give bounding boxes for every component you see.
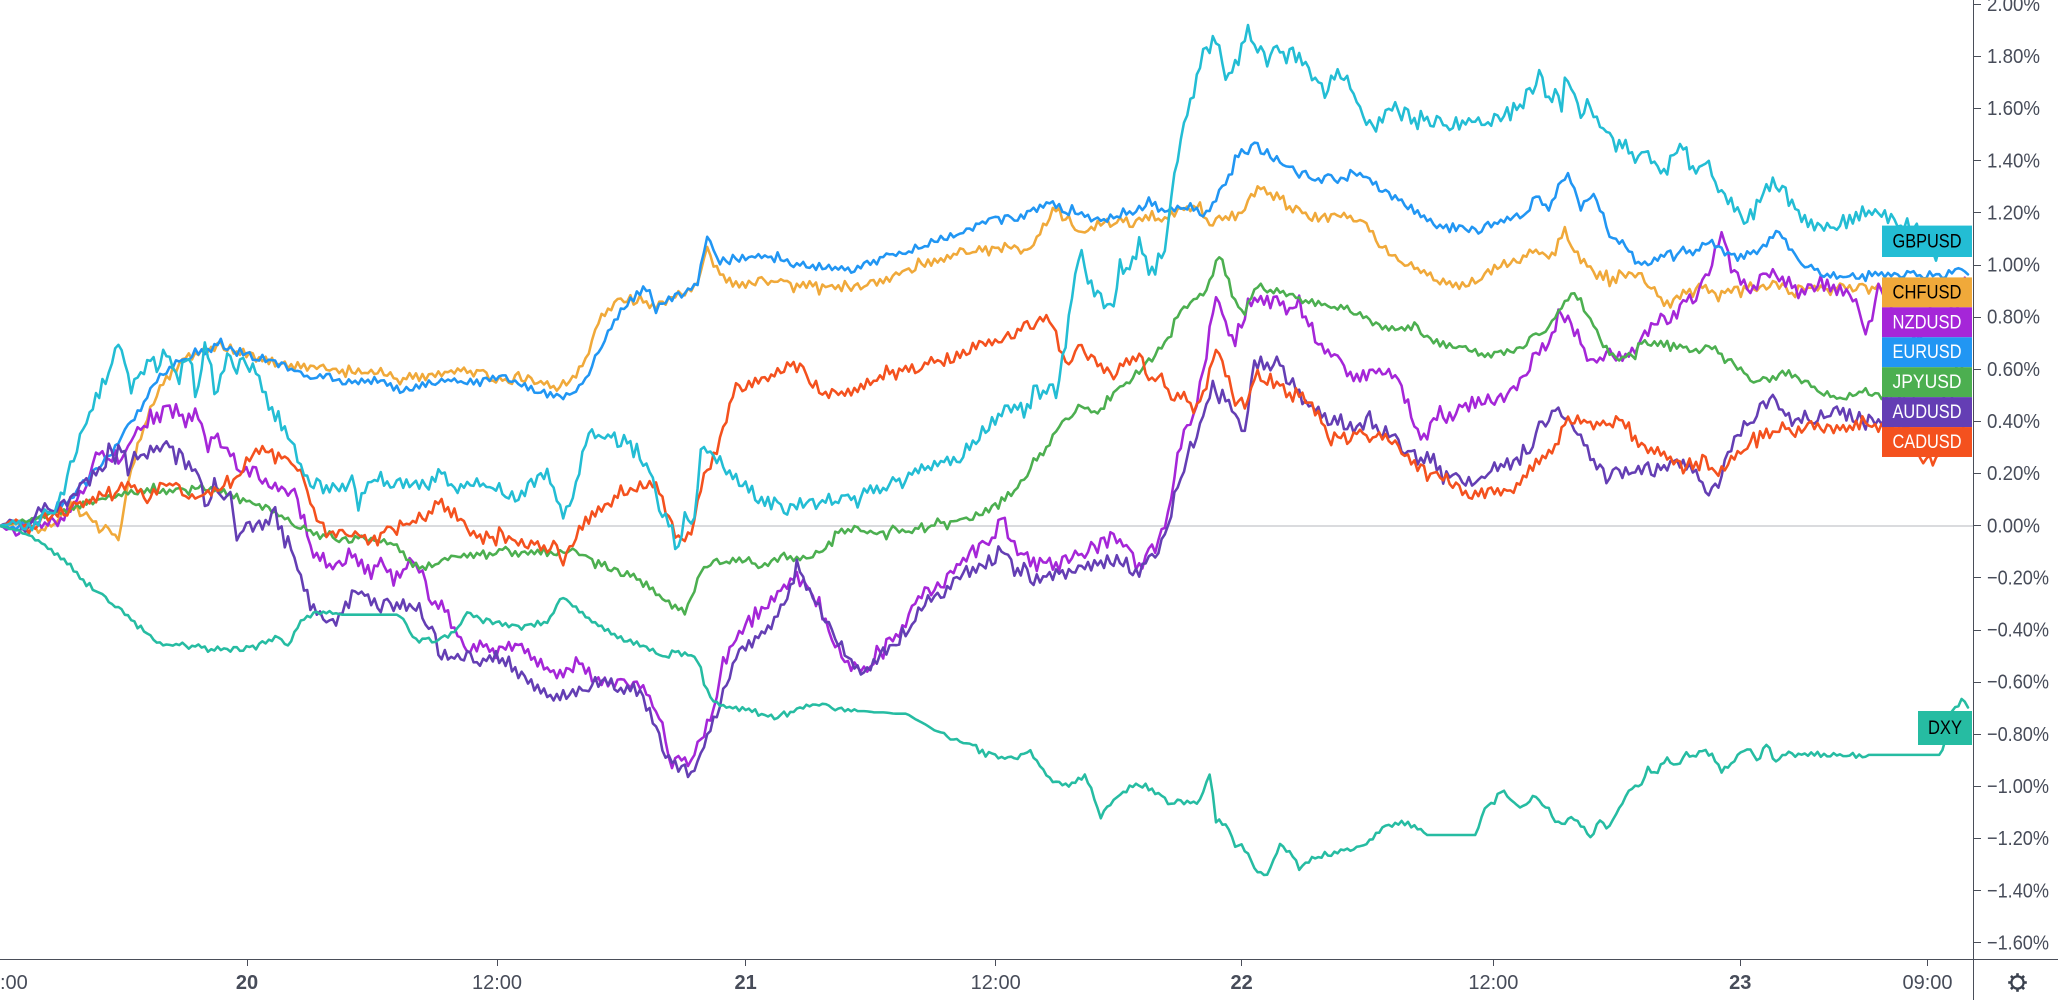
svg-text:21: 21	[734, 972, 756, 994]
svg-text:−0.20%: −0.20%	[1987, 566, 2049, 589]
svg-text:CHFUSD: CHFUSD	[1893, 281, 1962, 303]
svg-text:GBPUSD: GBPUSD	[1893, 230, 1962, 252]
svg-text:−1.00%: −1.00%	[1987, 775, 2049, 798]
svg-text:−1.60%: −1.60%	[1987, 932, 2049, 955]
svg-text:CADUSD: CADUSD	[1893, 431, 1962, 453]
svg-text:−1.20%: −1.20%	[1987, 827, 2049, 850]
svg-text:−1.40%: −1.40%	[1987, 879, 2049, 902]
svg-text:JPYUSD: JPYUSD	[1893, 371, 1962, 393]
svg-text:−0.80%: −0.80%	[1987, 723, 2049, 746]
svg-text:1.80%: 1.80%	[1987, 45, 2040, 68]
svg-text:09:00: 09:00	[1902, 972, 1952, 994]
svg-text::00: :00	[0, 972, 28, 994]
svg-text:0.80%: 0.80%	[1987, 306, 2040, 329]
svg-text:AUDUSD: AUDUSD	[1893, 401, 1962, 423]
svg-text:0.60%: 0.60%	[1987, 358, 2040, 381]
svg-text:22: 22	[1230, 972, 1252, 994]
svg-text:23: 23	[1729, 972, 1751, 994]
svg-text:0.00%: 0.00%	[1987, 514, 2040, 537]
svg-text:1.20%: 1.20%	[1987, 201, 2040, 224]
svg-text:12:00: 12:00	[472, 972, 522, 994]
svg-text:12:00: 12:00	[971, 972, 1021, 994]
svg-text:0.40%: 0.40%	[1987, 410, 2040, 433]
svg-text:20: 20	[236, 972, 258, 994]
svg-text:12:00: 12:00	[1468, 972, 1518, 994]
svg-text:2.00%: 2.00%	[1987, 0, 2040, 16]
svg-text:−0.60%: −0.60%	[1987, 671, 2049, 694]
svg-text:NZDUSD: NZDUSD	[1893, 311, 1962, 333]
svg-text:DXY: DXY	[1928, 717, 1962, 739]
svg-text:1.00%: 1.00%	[1987, 254, 2040, 277]
svg-text:1.40%: 1.40%	[1987, 149, 2040, 172]
svg-text:EURUSD: EURUSD	[1893, 341, 1962, 363]
svg-text:1.60%: 1.60%	[1987, 97, 2040, 120]
svg-text:−0.40%: −0.40%	[1987, 619, 2049, 642]
svg-text:0.20%: 0.20%	[1987, 462, 2040, 485]
